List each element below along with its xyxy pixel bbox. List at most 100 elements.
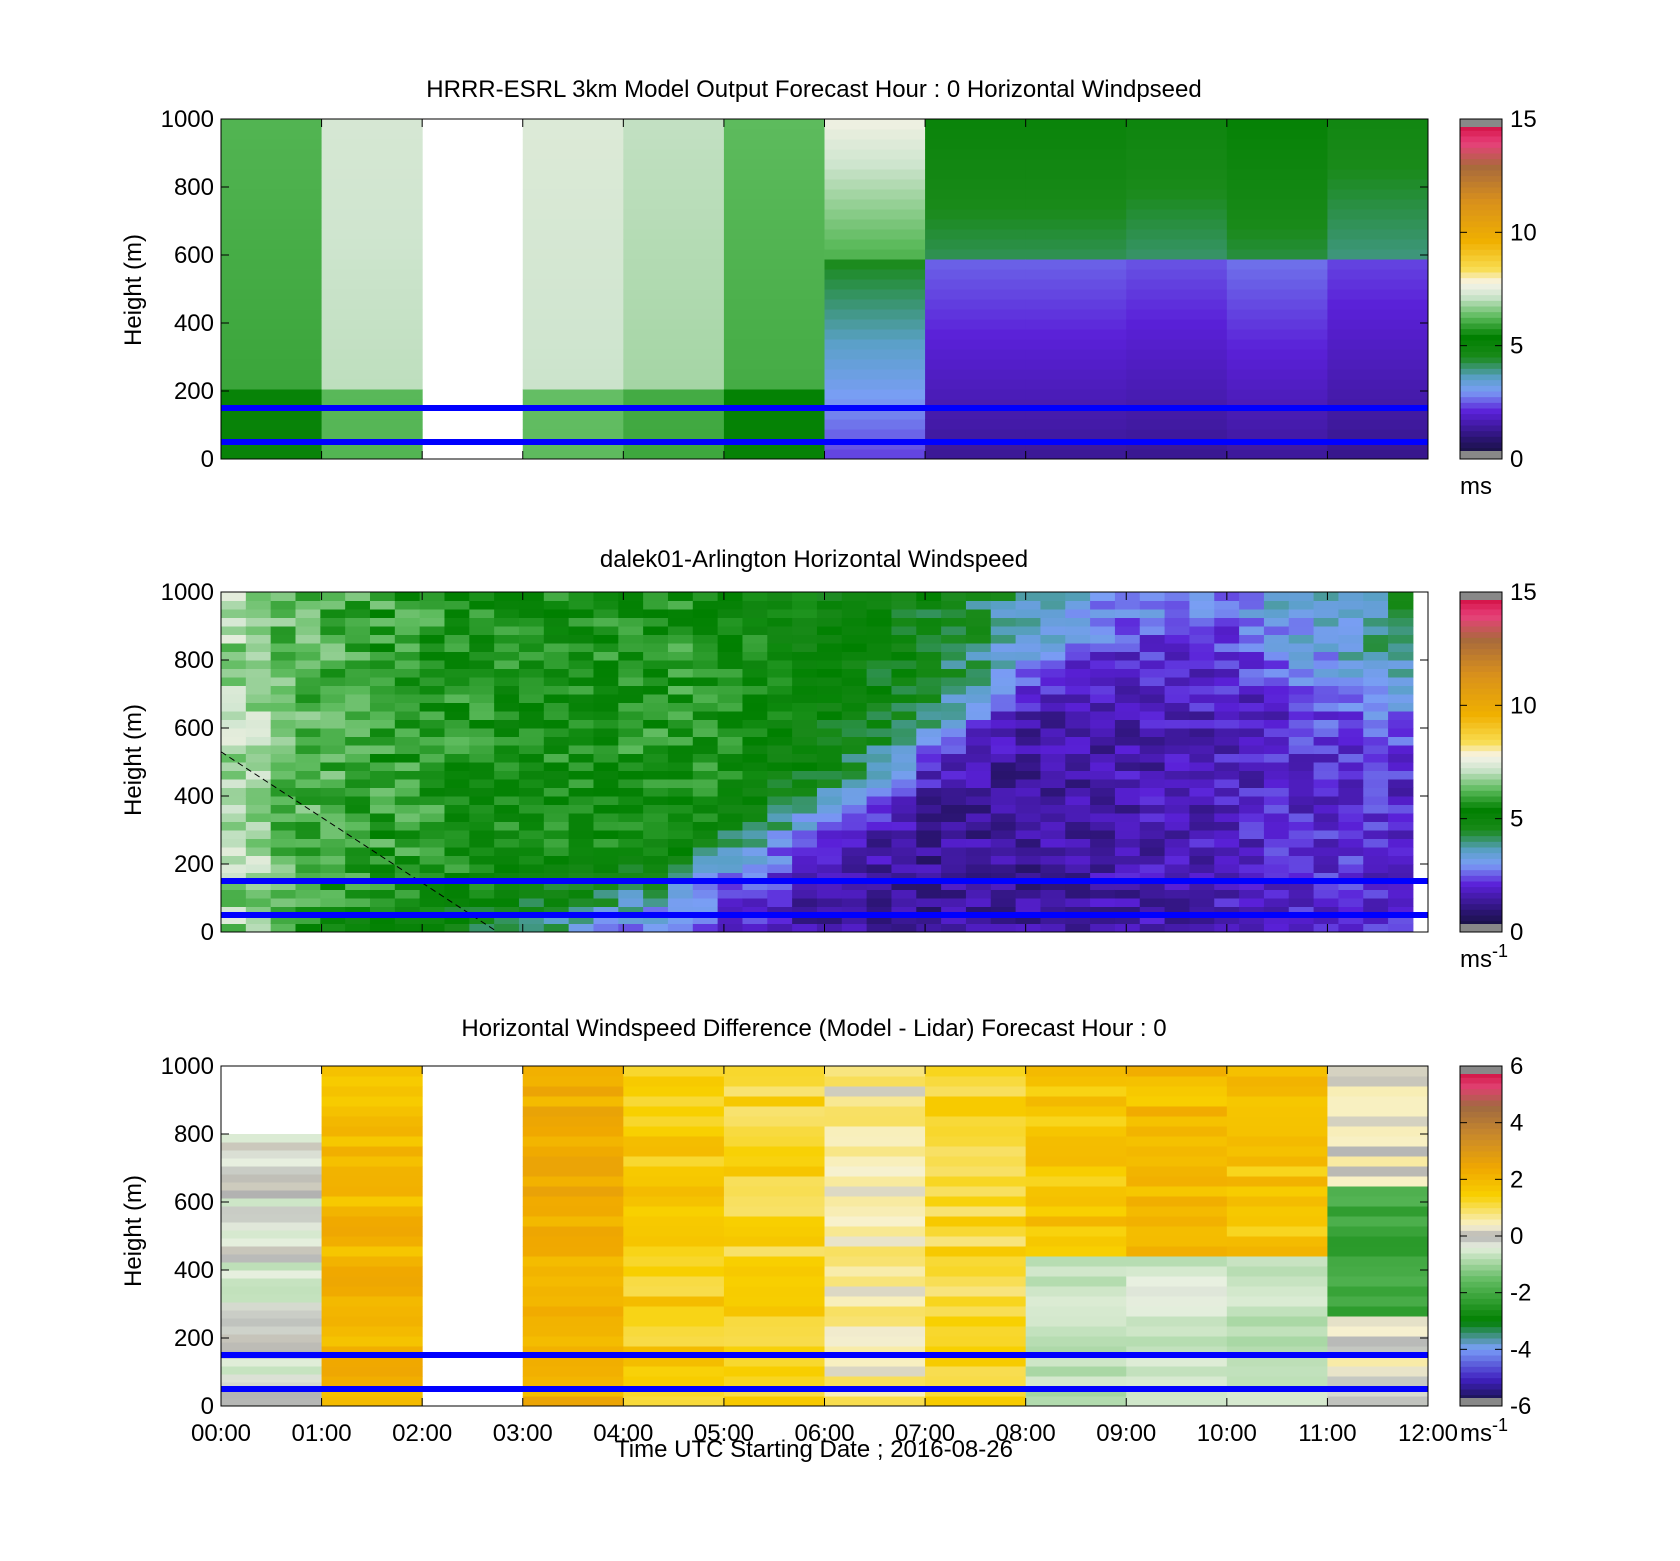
heatmap-cell <box>419 770 445 780</box>
heatmap-cell <box>1313 711 1339 720</box>
heatmap-cell <box>1338 677 1364 686</box>
heatmap-cell <box>394 728 421 737</box>
heatmap-cell <box>824 379 926 390</box>
heatmap-cell <box>270 736 296 746</box>
heatmap-cell <box>1164 838 1190 848</box>
heatmap-cell <box>221 159 323 170</box>
heatmap-cell <box>1040 915 1066 924</box>
heatmap-cell <box>891 923 917 933</box>
heatmap-cell <box>593 745 619 754</box>
heatmap-cell <box>1025 379 1127 390</box>
heatmap-cell <box>518 864 545 873</box>
heatmap-cell <box>1226 1296 1328 1307</box>
heatmap-cell <box>1040 745 1066 754</box>
heatmap-cell <box>543 821 570 831</box>
heatmap-cell <box>723 1286 825 1297</box>
heatmap-cell <box>1263 821 1290 831</box>
heatmap-cell <box>1139 702 1166 712</box>
heatmap-cell <box>925 1186 1027 1197</box>
heatmap-cell <box>643 762 669 771</box>
heatmap-cell <box>916 736 942 746</box>
heatmap-cell <box>369 745 396 754</box>
heatmap-cell <box>1288 889 1315 899</box>
heatmap-cell <box>767 830 793 839</box>
heatmap-cell <box>1164 745 1190 754</box>
heatmap-cell <box>593 796 619 805</box>
heatmap-cell <box>518 677 545 686</box>
heatmap-cell <box>1126 349 1228 360</box>
heatmap-cell <box>321 1156 423 1167</box>
heatmap-cell <box>1189 753 1215 763</box>
heatmap-cell <box>593 677 619 686</box>
heatmap-cell <box>419 881 445 890</box>
colorbar-overflow <box>1460 119 1502 127</box>
heatmap-cell <box>1263 838 1290 848</box>
heatmap-cell <box>394 770 421 780</box>
y-tick-label: 0 <box>201 446 214 473</box>
heatmap-cell <box>522 1196 624 1207</box>
heatmap-cell <box>295 660 321 669</box>
heatmap-cell <box>916 702 942 712</box>
heatmap-cell <box>221 915 247 924</box>
heatmap-cell <box>270 685 296 695</box>
heatmap-cell <box>522 1256 624 1267</box>
heatmap-cell <box>345 864 371 873</box>
heatmap-cell <box>742 694 768 703</box>
heatmap-cell <box>1226 299 1328 310</box>
heatmap-cell <box>419 634 445 644</box>
heatmap-cell <box>824 1356 926 1367</box>
heatmap-cell <box>618 677 644 686</box>
heatmap-cell <box>1025 1166 1127 1177</box>
colorbar-swatch <box>1460 643 1502 650</box>
heatmap-cell <box>1065 600 1091 610</box>
heatmap-cell <box>618 694 644 703</box>
heatmap-cell <box>270 634 296 644</box>
heatmap-cell <box>221 319 323 330</box>
heatmap-cell <box>792 660 818 669</box>
heatmap-cell <box>1226 1366 1328 1377</box>
heatmap-cell <box>1363 728 1389 737</box>
heatmap-cell <box>792 634 818 644</box>
colorbar-swatch <box>1460 1338 1502 1345</box>
heatmap-cell <box>941 762 967 771</box>
heatmap-cell <box>1025 339 1127 350</box>
heatmap-cell <box>1327 289 1429 300</box>
heatmap-cell <box>1040 694 1066 703</box>
heatmap-cell <box>1126 1366 1228 1377</box>
heatmap-cell <box>623 319 725 330</box>
heatmap-cell <box>1090 745 1116 754</box>
heatmap-cell <box>1288 813 1315 822</box>
heatmap-cell <box>767 685 793 695</box>
heatmap-cell <box>643 864 669 873</box>
heatmap-cell <box>723 1366 825 1377</box>
heatmap-cell <box>1189 668 1215 678</box>
heatmap-cell <box>1288 702 1315 712</box>
heatmap-cell <box>990 906 1017 916</box>
heatmap-cell <box>824 389 926 400</box>
heatmap-cell <box>1126 1306 1228 1317</box>
heatmap-cell <box>1288 660 1315 669</box>
x-tick-label: 00:00 <box>191 1420 251 1447</box>
heatmap-cell <box>1327 1346 1429 1357</box>
heatmap-cell <box>1363 719 1389 729</box>
heatmap-cell <box>1313 702 1339 712</box>
heatmap-cell <box>1239 847 1265 856</box>
heatmap-cell <box>1226 199 1328 210</box>
heatmap-cell <box>245 745 272 754</box>
heatmap-cell <box>742 728 768 737</box>
heatmap-cell <box>767 592 793 601</box>
heatmap-cell <box>717 847 743 856</box>
heatmap-cell <box>1388 813 1414 822</box>
heatmap-cell <box>494 745 520 754</box>
heatmap-cell <box>1226 1246 1328 1257</box>
heatmap-cell <box>469 813 495 822</box>
heatmap-cell <box>1226 1306 1328 1317</box>
heatmap-cell <box>841 685 868 695</box>
heatmap-cell <box>1090 762 1116 771</box>
heatmap-cell <box>369 855 396 865</box>
heatmap-cell <box>245 787 272 797</box>
heatmap-cell <box>1040 838 1066 848</box>
heatmap-cell <box>667 694 694 703</box>
heatmap-cell <box>522 1296 624 1307</box>
heatmap-cell <box>618 626 644 635</box>
